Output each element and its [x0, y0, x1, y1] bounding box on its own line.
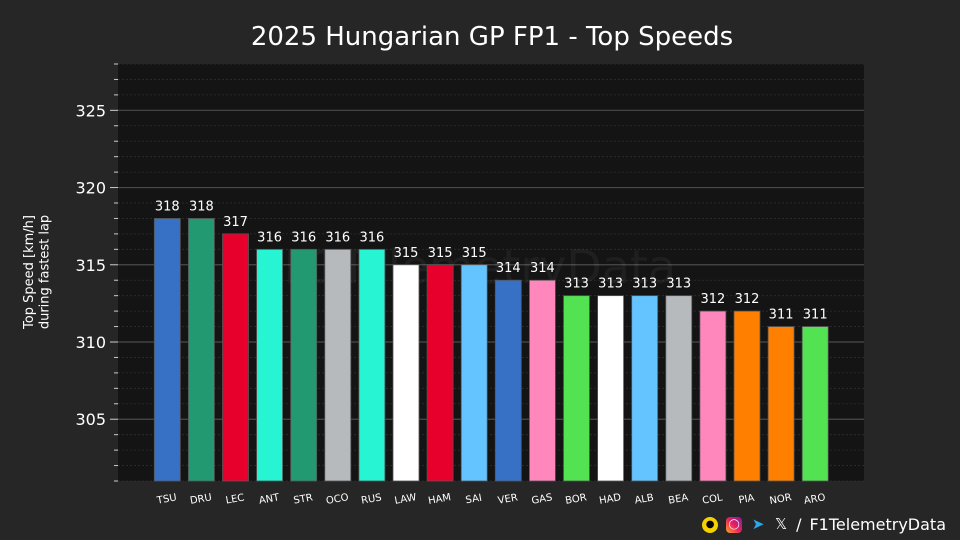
x-tick-label-ant: ANT	[258, 492, 281, 507]
x-icon[interactable]: 𝕏	[775, 515, 788, 533]
bars	[153, 218, 829, 482]
bar-str	[290, 248, 318, 482]
data-label-nor: 311	[769, 308, 794, 323]
bar-lec	[222, 233, 249, 482]
data-label-pia: 312	[735, 292, 760, 307]
bar-ant	[256, 248, 284, 482]
x-tick-label-col: COL	[701, 492, 723, 506]
y-tick-label: 305	[75, 410, 106, 429]
data-label-dru: 318	[189, 199, 214, 214]
x-tick-label-lec: LEC	[225, 492, 246, 506]
data-label-bor: 313	[564, 277, 589, 292]
bar-had	[597, 295, 624, 482]
bar-ver	[494, 279, 522, 482]
data-label-lec: 317	[223, 215, 248, 230]
data-label-col: 312	[700, 292, 725, 307]
data-label-had: 313	[598, 277, 623, 292]
x-tick-label-dru: DRU	[189, 492, 213, 507]
footer-social: ● ◯ ➤ 𝕏 / F1TelemetryData	[702, 515, 946, 534]
bar-nor	[767, 326, 795, 482]
x-tick-label-ham: HAM	[427, 492, 452, 507]
y-tick-label: 325	[75, 101, 106, 120]
data-label-oco: 316	[325, 230, 350, 245]
data-label-alb: 313	[632, 277, 657, 292]
bar-col	[699, 310, 727, 482]
data-label-aro: 311	[803, 308, 828, 323]
x-tick-label-aro: ARO	[803, 492, 826, 507]
data-label-ver: 314	[496, 261, 521, 276]
x-tick-label-tsu: TSU	[155, 492, 177, 506]
bar-alb	[631, 295, 659, 482]
bar-bor	[563, 295, 590, 482]
bar-aro	[801, 326, 829, 482]
bar-law	[392, 264, 420, 482]
y-tick-label: 320	[75, 179, 106, 198]
instagram-icon[interactable]: ◯	[726, 516, 743, 533]
bar-rus	[358, 248, 386, 482]
bar-sai	[460, 264, 488, 482]
bar-gas	[529, 279, 556, 482]
data-label-ant: 316	[257, 230, 282, 245]
footer-separator: /	[796, 515, 802, 534]
y-axis: 305 310 315 320 325	[75, 63, 118, 482]
data-label-ham: 315	[428, 246, 453, 261]
y-tick-label: 315	[75, 256, 106, 275]
bar-tsu	[153, 218, 181, 482]
y-axis-label: Top Speed [km/h]during fastest lap	[22, 215, 53, 330]
bar-pia	[733, 310, 761, 482]
footer-handle: F1TelemetryData	[809, 515, 946, 534]
chart-title: 2025 Hungarian GP FP1 - Top Speeds	[251, 22, 733, 52]
x-tick-label-nor: NOR	[769, 492, 793, 507]
x-tick-label-rus: RUS	[360, 492, 382, 506]
data-label-rus: 316	[359, 230, 384, 245]
data-label-sai: 315	[462, 246, 487, 261]
x-axis-ticks: TSU DRU LEC ANT STR OCO RUS LAW HAM SAI VER GAS BOR H…	[155, 492, 826, 507]
data-labels: 318 318 317 316 316 316 316 315 315 315 314 314 313 3…	[155, 199, 828, 322]
bar-bea	[665, 295, 693, 482]
data-label-str: 316	[291, 230, 316, 245]
x-tick-label-bor: BOR	[565, 492, 588, 507]
x-tick-label-ver: VER	[497, 492, 519, 506]
bar-oco	[324, 248, 352, 482]
x-tick-label-bea: BEA	[668, 492, 690, 506]
patreon-icon[interactable]: ●	[702, 516, 719, 533]
x-tick-label-pia: PIA	[738, 493, 756, 507]
bar-dru	[187, 218, 215, 482]
x-tick-label-oco: OCO	[325, 492, 349, 507]
y-tick-label: 310	[75, 333, 106, 352]
x-tick-label-gas: GAS	[531, 492, 554, 506]
data-label-law: 315	[394, 246, 419, 261]
telegram-icon[interactable]: ➤	[751, 515, 765, 533]
x-tick-label-alb: ALB	[634, 492, 655, 506]
data-label-bea: 313	[666, 277, 691, 292]
data-label-gas: 314	[530, 261, 555, 276]
data-label-tsu: 318	[155, 199, 180, 214]
x-tick-label-law: LAW	[394, 492, 418, 507]
x-tick-label-sai: SAI	[465, 493, 483, 507]
x-tick-label-str: STR	[293, 492, 314, 506]
x-tick-label-had: HAD	[598, 492, 622, 507]
bar-ham	[426, 264, 454, 482]
